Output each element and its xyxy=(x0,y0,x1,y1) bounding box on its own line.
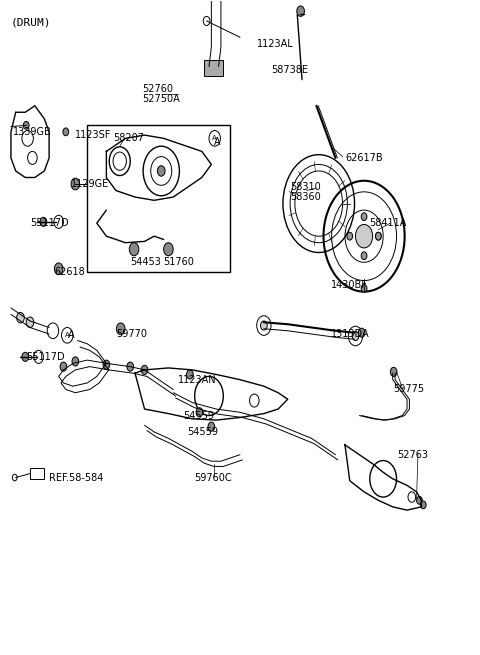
Circle shape xyxy=(17,312,24,323)
Circle shape xyxy=(420,501,426,509)
Text: 59760C: 59760C xyxy=(195,472,232,483)
Text: REF.58-584: REF.58-584 xyxy=(49,472,104,483)
Circle shape xyxy=(361,252,367,259)
Bar xyxy=(87,125,230,272)
Circle shape xyxy=(375,233,381,240)
Circle shape xyxy=(22,352,29,362)
Text: (DRUM): (DRUM) xyxy=(11,18,51,28)
Circle shape xyxy=(164,243,173,255)
Circle shape xyxy=(26,317,34,328)
Text: 62618: 62618 xyxy=(54,267,84,277)
Text: 55117D: 55117D xyxy=(26,352,65,362)
Text: 58360: 58360 xyxy=(290,192,321,202)
Circle shape xyxy=(71,178,80,190)
Text: A: A xyxy=(68,330,75,341)
Circle shape xyxy=(375,233,381,240)
Text: 54453: 54453 xyxy=(130,257,161,267)
Text: 52763: 52763 xyxy=(397,450,429,460)
Circle shape xyxy=(356,225,372,248)
Text: 52760: 52760 xyxy=(142,84,173,94)
Circle shape xyxy=(352,331,359,341)
Text: 59775: 59775 xyxy=(393,384,424,394)
Text: 58310: 58310 xyxy=(290,182,321,193)
Circle shape xyxy=(127,362,133,371)
Circle shape xyxy=(103,360,110,369)
Text: 55117D: 55117D xyxy=(30,218,69,228)
Text: 54559: 54559 xyxy=(183,411,214,421)
Circle shape xyxy=(297,6,304,16)
Text: A: A xyxy=(212,136,217,141)
Bar xyxy=(204,60,223,77)
Circle shape xyxy=(359,328,365,337)
Circle shape xyxy=(60,362,67,371)
Circle shape xyxy=(187,370,193,379)
Circle shape xyxy=(40,217,47,227)
Text: 1123AN: 1123AN xyxy=(178,375,216,384)
Bar xyxy=(30,468,44,479)
Text: 1129GE: 1129GE xyxy=(71,179,109,189)
Text: 1313DA: 1313DA xyxy=(331,329,369,339)
Text: 54559: 54559 xyxy=(188,427,218,437)
Text: 58738E: 58738E xyxy=(271,65,308,75)
Circle shape xyxy=(116,323,125,335)
Text: 51760: 51760 xyxy=(164,257,194,267)
Circle shape xyxy=(63,128,69,136)
Circle shape xyxy=(208,422,215,431)
Text: 52750A: 52750A xyxy=(142,94,180,104)
Circle shape xyxy=(129,243,139,255)
Text: 1339GB: 1339GB xyxy=(13,127,52,137)
Circle shape xyxy=(24,121,29,129)
Circle shape xyxy=(417,496,422,504)
Circle shape xyxy=(347,233,353,240)
Text: 1430BF: 1430BF xyxy=(331,280,368,290)
Circle shape xyxy=(157,166,165,176)
Text: 1123AL: 1123AL xyxy=(257,39,293,48)
Text: A: A xyxy=(214,137,220,147)
Circle shape xyxy=(390,367,397,377)
Circle shape xyxy=(141,365,148,375)
Circle shape xyxy=(54,263,63,274)
Circle shape xyxy=(361,284,367,292)
Text: 58207: 58207 xyxy=(114,134,144,143)
Text: 62617B: 62617B xyxy=(345,153,383,163)
Circle shape xyxy=(361,213,367,221)
Circle shape xyxy=(261,321,267,330)
Circle shape xyxy=(196,407,203,417)
Circle shape xyxy=(72,357,79,366)
Text: A: A xyxy=(65,332,70,339)
Text: 1123SF: 1123SF xyxy=(75,130,112,140)
Text: 59770: 59770 xyxy=(116,329,147,339)
Text: 58411A: 58411A xyxy=(369,218,406,228)
